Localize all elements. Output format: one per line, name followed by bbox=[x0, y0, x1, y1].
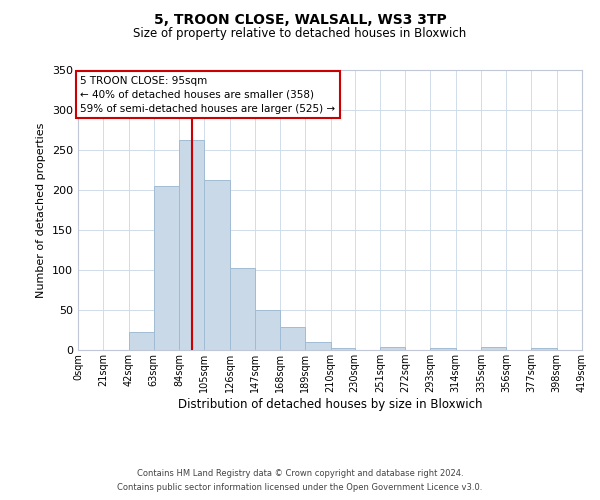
Bar bbox=[481, 347, 506, 350]
Bar bbox=[305, 342, 331, 350]
Bar bbox=[179, 140, 205, 350]
Bar bbox=[230, 268, 255, 350]
Bar bbox=[154, 186, 179, 350]
Bar bbox=[331, 348, 355, 350]
Bar bbox=[280, 327, 305, 350]
Bar bbox=[205, 180, 230, 350]
Text: Size of property relative to detached houses in Bloxwich: Size of property relative to detached ho… bbox=[133, 28, 467, 40]
Bar bbox=[255, 310, 280, 350]
Text: Contains public sector information licensed under the Open Government Licence v3: Contains public sector information licen… bbox=[118, 484, 482, 492]
Bar bbox=[380, 347, 405, 350]
Text: 5, TROON CLOSE, WALSALL, WS3 3TP: 5, TROON CLOSE, WALSALL, WS3 3TP bbox=[154, 12, 446, 26]
Text: 5 TROON CLOSE: 95sqm
← 40% of detached houses are smaller (358)
59% of semi-deta: 5 TROON CLOSE: 95sqm ← 40% of detached h… bbox=[80, 76, 335, 114]
Text: Contains HM Land Registry data © Crown copyright and database right 2024.: Contains HM Land Registry data © Crown c… bbox=[137, 468, 463, 477]
Bar bbox=[532, 348, 557, 350]
Y-axis label: Number of detached properties: Number of detached properties bbox=[37, 122, 46, 298]
Bar bbox=[430, 348, 455, 350]
Bar bbox=[128, 332, 154, 350]
X-axis label: Distribution of detached houses by size in Bloxwich: Distribution of detached houses by size … bbox=[178, 398, 482, 411]
